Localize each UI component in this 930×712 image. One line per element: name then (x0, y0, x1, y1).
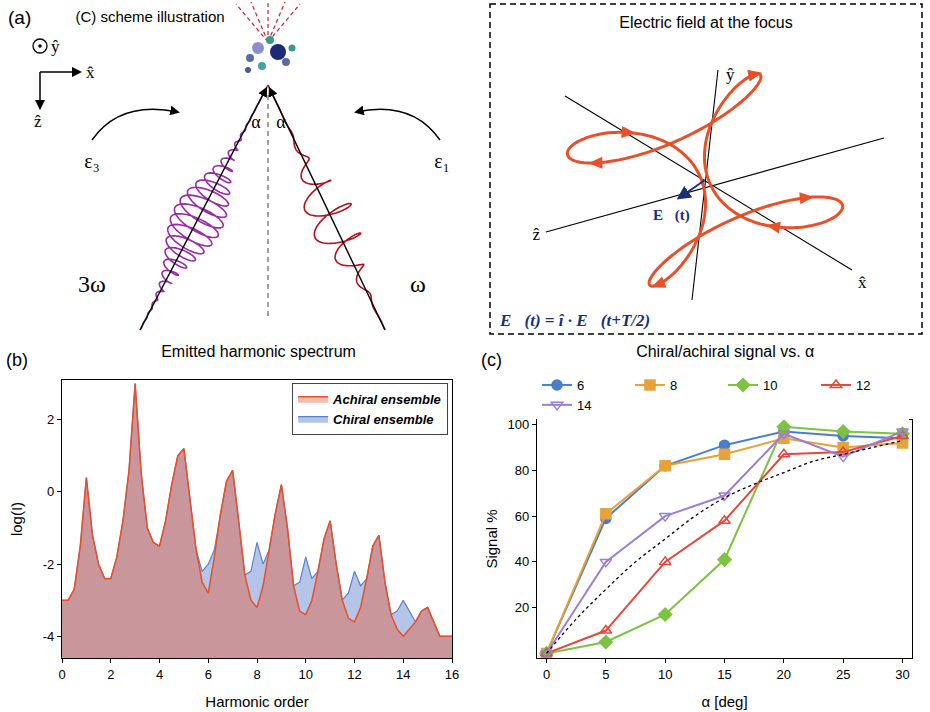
svg-text:ẑ: ẑ (532, 225, 540, 244)
svg-text:0: 0 (543, 667, 550, 682)
svg-text:14: 14 (577, 398, 591, 413)
svg-text:α: α (251, 112, 261, 132)
svg-text:10: 10 (299, 667, 313, 682)
svg-text:20: 20 (515, 600, 529, 615)
svg-text:Electric field at the focus: Electric field at the focus (619, 14, 792, 31)
svg-text:100: 100 (507, 417, 529, 432)
svg-text:(a): (a) (8, 7, 31, 28)
svg-text:Achiral ensemble: Achiral ensemble (332, 392, 441, 407)
svg-text:Chiral/achiral signal vs. α: Chiral/achiral signal vs. α (636, 343, 814, 360)
svg-text:16: 16 (445, 667, 459, 682)
svg-text:2: 2 (47, 412, 54, 427)
svg-text:ε₃: ε₃ (84, 150, 99, 172)
svg-text:14: 14 (396, 667, 410, 682)
svg-text:α: α (276, 112, 286, 132)
svg-text:20: 20 (777, 667, 791, 682)
svg-text:Signal %: Signal % (483, 509, 500, 568)
svg-text:5: 5 (602, 667, 609, 682)
svg-text:E⃗(t) = î · E⃗(t+T/2): E⃗(t) = î · E⃗(t+T/2) (499, 311, 650, 330)
svg-text:ŷ: ŷ (726, 65, 735, 84)
svg-text:60: 60 (515, 509, 529, 524)
svg-text:8: 8 (670, 378, 677, 393)
svg-text:0: 0 (47, 484, 54, 499)
svg-text:10: 10 (658, 667, 672, 682)
svg-text:3ω: 3ω (78, 271, 106, 297)
svg-text:80: 80 (515, 463, 529, 478)
svg-text:α [deg]: α [deg] (701, 693, 747, 710)
svg-text:log(I): log(I) (8, 502, 25, 536)
svg-text:30: 30 (895, 667, 909, 682)
svg-text:ε₁: ε₁ (434, 150, 449, 172)
svg-text:(c): (c) (481, 350, 502, 370)
svg-text:ẑ: ẑ (34, 112, 42, 131)
svg-text:40: 40 (515, 554, 529, 569)
svg-text:-4: -4 (43, 629, 55, 644)
svg-text:15: 15 (717, 667, 731, 682)
svg-text:25: 25 (836, 667, 850, 682)
svg-text:6: 6 (577, 378, 584, 393)
svg-text:4: 4 (156, 667, 163, 682)
svg-text:ω: ω (410, 271, 426, 297)
svg-text:Harmonic order: Harmonic order (205, 693, 308, 710)
svg-text:6: 6 (205, 667, 212, 682)
svg-text:E⃗(t): E⃗(t) (653, 207, 690, 224)
svg-text:(C) scheme illustration: (C) scheme illustration (75, 8, 224, 25)
svg-text:12: 12 (347, 667, 361, 682)
svg-text:10: 10 (763, 378, 777, 393)
svg-text:ŷ: ŷ (51, 37, 60, 56)
svg-text:(b): (b) (6, 350, 28, 370)
svg-text:-2: -2 (43, 557, 55, 572)
svg-text:0: 0 (58, 667, 65, 682)
svg-text:Chiral ensemble: Chiral ensemble (333, 412, 433, 427)
svg-text:8: 8 (253, 667, 260, 682)
svg-text:12: 12 (856, 378, 870, 393)
svg-text:x̂: x̂ (86, 63, 95, 82)
svg-text:2: 2 (107, 667, 114, 682)
svg-text:x̂: x̂ (858, 273, 867, 292)
svg-text:Emitted harmonic spectrum: Emitted harmonic spectrum (161, 343, 356, 360)
